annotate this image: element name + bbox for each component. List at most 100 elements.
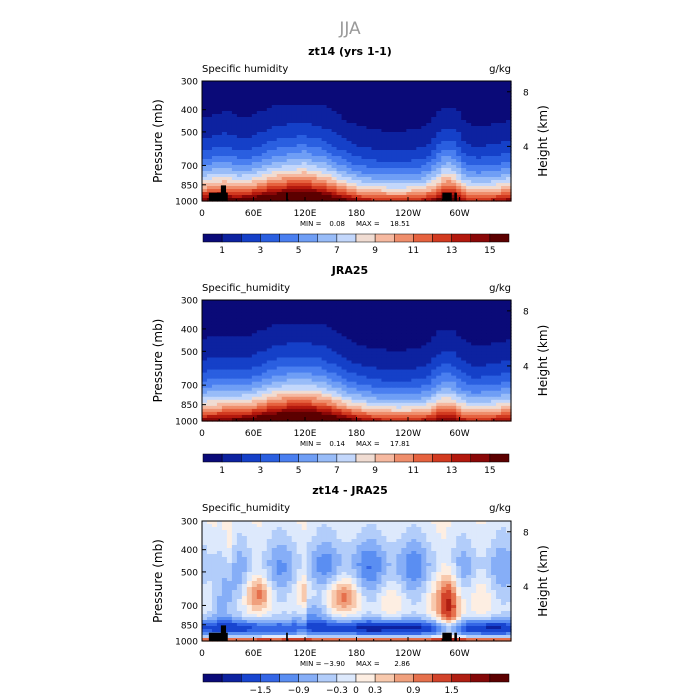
heatmap-cell (461, 141, 467, 145)
heatmap-cell (471, 105, 477, 109)
heatmap-cell (361, 159, 368, 163)
heatmap-cell (426, 300, 432, 304)
heatmap-cell (371, 177, 378, 181)
heatmap-cell (221, 111, 228, 115)
heatmap-cell (241, 327, 248, 331)
heatmap-cell (291, 360, 298, 365)
heatmap-cell (296, 318, 303, 322)
heatmap-cell (301, 117, 308, 121)
heatmap-cell (496, 390, 502, 395)
heatmap-cell (401, 390, 407, 395)
heatmap-cell (291, 390, 298, 395)
heatmap-cell (246, 126, 253, 130)
heatmap-cell (371, 198, 378, 202)
heatmap-cell (316, 345, 323, 350)
heatmap-cell (396, 168, 402, 172)
heatmap-cell (371, 81, 378, 85)
heatmap-cell (226, 309, 233, 313)
heatmap-cell (411, 324, 417, 328)
heatmap-cell (491, 87, 497, 91)
heatmap-cell (261, 381, 268, 386)
heatmap-cell (366, 369, 373, 374)
heatmap-cell (386, 369, 392, 374)
heatmap-cell (331, 126, 338, 130)
heatmap-cell (326, 144, 333, 148)
heatmap-cell (241, 132, 248, 136)
heatmap-cell (346, 414, 353, 419)
heatmap-cell (416, 300, 422, 304)
heatmap-cell (331, 93, 338, 97)
heatmap-cell (321, 177, 328, 181)
heatmap-cell (286, 192, 293, 196)
heatmap-cell (506, 192, 512, 196)
heatmap-cell (501, 321, 507, 325)
heatmap-cell (206, 339, 213, 343)
heatmap-cell (411, 156, 417, 160)
heatmap-cell (401, 156, 407, 160)
heatmap-cell (276, 336, 283, 340)
heatmap-cell (496, 348, 502, 353)
heatmap-cell (356, 81, 363, 85)
heatmap-cell (211, 393, 218, 398)
heatmap-cell (316, 336, 323, 340)
heatmap-cell (496, 105, 502, 109)
heatmap-cell (321, 312, 328, 316)
heatmap-cell (491, 120, 497, 124)
heatmap-cell (506, 339, 512, 343)
heatmap-cell (271, 105, 278, 109)
heatmap-cell (281, 393, 288, 398)
heatmap-cell (411, 399, 417, 404)
heatmap-cell (236, 357, 243, 362)
heatmap-cell (421, 114, 427, 118)
heatmap-cell (321, 339, 328, 343)
heatmap-cell (441, 186, 447, 190)
heatmap-cell (341, 300, 348, 304)
heatmap-cell (296, 414, 303, 419)
heatmap-cell (271, 189, 278, 193)
heatmap-cell (471, 315, 477, 319)
heatmap-cell (431, 360, 437, 365)
heatmap-cell (431, 327, 437, 331)
heatmap-cell (421, 189, 427, 193)
heatmap-cell (421, 108, 427, 112)
heatmap-cell (211, 123, 218, 127)
heatmap-cell (446, 408, 452, 413)
heatmap-cell (411, 153, 417, 157)
heatmap-cell (202, 384, 208, 389)
heatmap-cell (456, 141, 462, 145)
heatmap-cell (316, 93, 323, 97)
heatmap-cell (236, 378, 243, 383)
heatmap-cell (446, 126, 452, 130)
heatmap-cell (396, 93, 402, 97)
heatmap-cell (341, 159, 348, 163)
heatmap-cell (346, 126, 353, 130)
heatmap-cell (486, 183, 492, 187)
heatmap-cell (446, 177, 452, 181)
heatmap-cell (221, 405, 228, 410)
heatmap-cell (281, 336, 288, 340)
heatmap-cell (271, 147, 278, 151)
heatmap-cell (286, 156, 293, 160)
heatmap-cell (346, 357, 353, 362)
heatmap-cell (286, 147, 293, 151)
heatmap-cell (271, 309, 278, 313)
heatmap-cell (296, 108, 303, 112)
heatmap-cell (276, 159, 283, 163)
heatmap-cell (336, 375, 343, 380)
heatmap-cell (266, 102, 273, 106)
heatmap-cell (411, 159, 417, 163)
heatmap-cell (361, 324, 368, 328)
heatmap-cell (361, 198, 368, 202)
heatmap-cell (481, 405, 487, 410)
heatmap-cell (461, 129, 467, 133)
heatmap-cell (411, 111, 417, 115)
heatmap-cell (361, 87, 368, 91)
heatmap-cell (351, 99, 358, 103)
heatmap-cell (466, 405, 472, 410)
heatmap-cell (276, 348, 283, 353)
heatmap-cell (296, 189, 303, 193)
heatmap-cell (461, 195, 467, 199)
heatmap-cell (306, 180, 313, 184)
heatmap-cell (401, 147, 407, 151)
heatmap-cell (501, 138, 507, 142)
